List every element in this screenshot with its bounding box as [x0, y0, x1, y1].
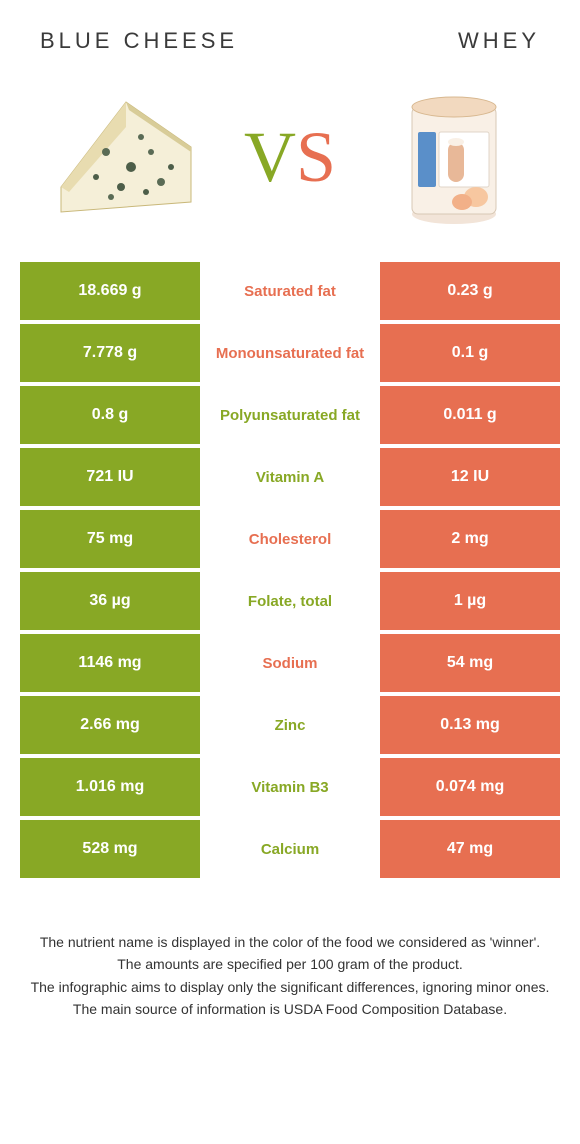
- vs-s: S: [296, 117, 336, 197]
- footnote-line: The nutrient name is displayed in the co…: [30, 932, 550, 952]
- nutrient-label: Sodium: [200, 634, 380, 692]
- table-row: 18.669 gSaturated fat0.23 g: [20, 262, 560, 320]
- value-right: 2 mg: [380, 510, 560, 568]
- whey-image: [379, 87, 529, 227]
- nutrient-label: Vitamin A: [200, 448, 380, 506]
- footnote-line: The infographic aims to display only the…: [30, 977, 550, 997]
- nutrient-label: Polyunsaturated fat: [200, 386, 380, 444]
- nutrient-label: Folate, total: [200, 572, 380, 630]
- header: BLUE CHEESE WHEY: [0, 0, 580, 62]
- nutrient-table: 18.669 gSaturated fat0.23 g7.778 gMonoun…: [0, 262, 580, 878]
- value-right: 0.1 g: [380, 324, 560, 382]
- vs-v: V: [244, 117, 296, 197]
- value-left: 75 mg: [20, 510, 200, 568]
- value-left: 36 µg: [20, 572, 200, 630]
- table-row: 0.8 gPolyunsaturated fat0.011 g: [20, 386, 560, 444]
- value-left: 1.016 mg: [20, 758, 200, 816]
- vs-label: VS: [244, 116, 336, 199]
- value-left: 0.8 g: [20, 386, 200, 444]
- nutrient-label: Zinc: [200, 696, 380, 754]
- value-right: 1 µg: [380, 572, 560, 630]
- footnote-line: The amounts are specified per 100 gram o…: [30, 954, 550, 974]
- table-row: 528 mgCalcium47 mg: [20, 820, 560, 878]
- table-row: 7.778 gMonounsaturated fat0.1 g: [20, 324, 560, 382]
- blue-cheese-image: [51, 87, 201, 227]
- value-left: 18.669 g: [20, 262, 200, 320]
- value-left: 2.66 mg: [20, 696, 200, 754]
- title-right: WHEY: [458, 28, 540, 54]
- title-left: BLUE CHEESE: [40, 28, 238, 54]
- table-row: 721 IUVitamin A12 IU: [20, 448, 560, 506]
- value-right: 0.23 g: [380, 262, 560, 320]
- value-left: 7.778 g: [20, 324, 200, 382]
- value-right: 0.011 g: [380, 386, 560, 444]
- footnote-line: The main source of information is USDA F…: [30, 999, 550, 1019]
- table-row: 36 µgFolate, total1 µg: [20, 572, 560, 630]
- images-row: VS: [0, 62, 580, 262]
- nutrient-label: Saturated fat: [200, 262, 380, 320]
- value-right: 0.074 mg: [380, 758, 560, 816]
- table-row: 75 mgCholesterol2 mg: [20, 510, 560, 568]
- table-row: 1146 mgSodium54 mg: [20, 634, 560, 692]
- footnotes: The nutrient name is displayed in the co…: [0, 882, 580, 1019]
- table-row: 2.66 mgZinc0.13 mg: [20, 696, 560, 754]
- table-row: 1.016 mgVitamin B30.074 mg: [20, 758, 560, 816]
- nutrient-label: Vitamin B3: [200, 758, 380, 816]
- value-right: 54 mg: [380, 634, 560, 692]
- value-left: 528 mg: [20, 820, 200, 878]
- nutrient-label: Monounsaturated fat: [200, 324, 380, 382]
- value-left: 721 IU: [20, 448, 200, 506]
- nutrient-label: Cholesterol: [200, 510, 380, 568]
- value-right: 0.13 mg: [380, 696, 560, 754]
- nutrient-label: Calcium: [200, 820, 380, 878]
- value-right: 12 IU: [380, 448, 560, 506]
- value-left: 1146 mg: [20, 634, 200, 692]
- value-right: 47 mg: [380, 820, 560, 878]
